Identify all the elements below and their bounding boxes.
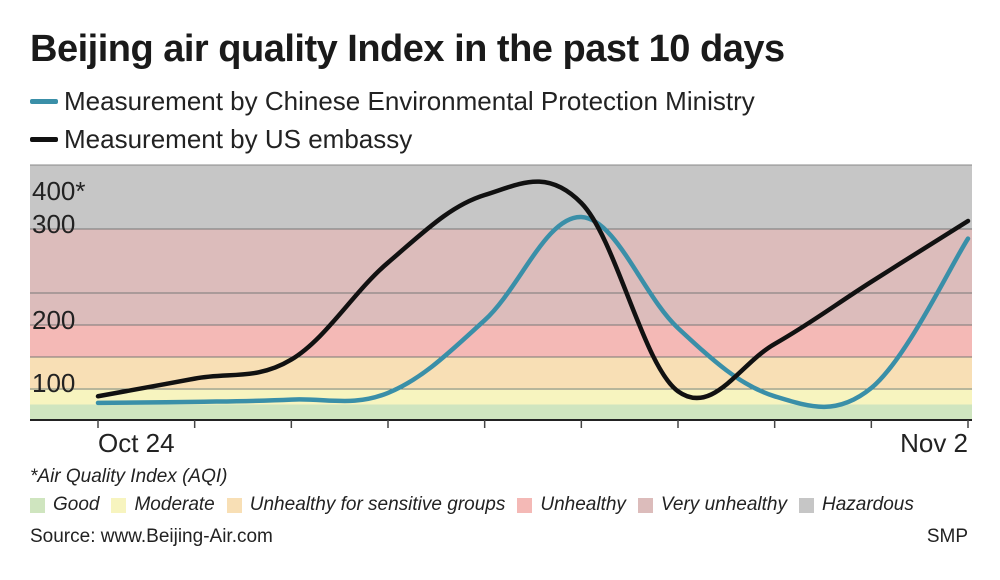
category-swatch [111,497,127,513]
aqi-footnote: *Air Quality Index (AQI) [30,466,228,487]
chart-title: Beijing air quality Index in the past 10… [30,28,785,70]
category-legend: Good Moderate Unhealthy for sensitive grou… [30,494,926,516]
embassy-line-swatch [30,137,58,142]
band-unhealthy [30,325,972,357]
ministry-series-line [95,214,971,409]
x-tick-label: Nov 2 [900,428,968,458]
y-tick-label: 200 [32,305,75,335]
category-swatch [637,497,653,513]
band-good [30,404,972,421]
category-legend-item: Moderate [111,494,215,516]
category-swatch [798,497,814,513]
category-swatch [517,497,533,513]
embassy-series-line [95,179,971,401]
legend-label-ministry: Measurement by Chinese Environmental Pro… [64,86,755,116]
category-label: Good [53,494,100,515]
credit-note: SMP [926,526,968,547]
category-label: Hazardous [821,494,914,515]
legend-item-embassy: Measurement by US embassy [30,124,412,155]
y-tick-label: 400* [32,176,86,206]
band-hazardous [30,165,972,229]
category-legend-item: Unhealthy for sensitive groups [226,494,506,516]
category-label: Unhealthy [540,494,626,515]
band-very-unhealthy [30,229,972,325]
category-swatch [226,497,242,513]
legend-label-embassy: Measurement by US embassy [64,124,413,154]
y-tick-label: 300 [32,209,75,239]
category-legend-item: Very unhealthy [637,494,787,516]
category-legend-item: Good [30,494,99,516]
band-unhealthy-for-sensitive-groups [30,356,972,388]
category-label: Moderate [134,494,215,515]
category-label: Unhealthy for sensitive groups [249,494,506,515]
x-tick-label: Oct 24 [98,428,175,458]
category-legend-item: Hazardous [798,494,914,516]
category-legend-item: Unhealthy [517,494,626,516]
ministry-line-swatch [30,99,58,104]
category-swatch [30,497,45,513]
y-tick-label: 100 [32,368,75,398]
category-label: Very unhealthy [660,494,787,515]
legend-item-ministry: Measurement by Chinese Environmental Pro… [30,86,755,117]
source-note: Source: www.Beijing-Air.com [30,526,273,547]
